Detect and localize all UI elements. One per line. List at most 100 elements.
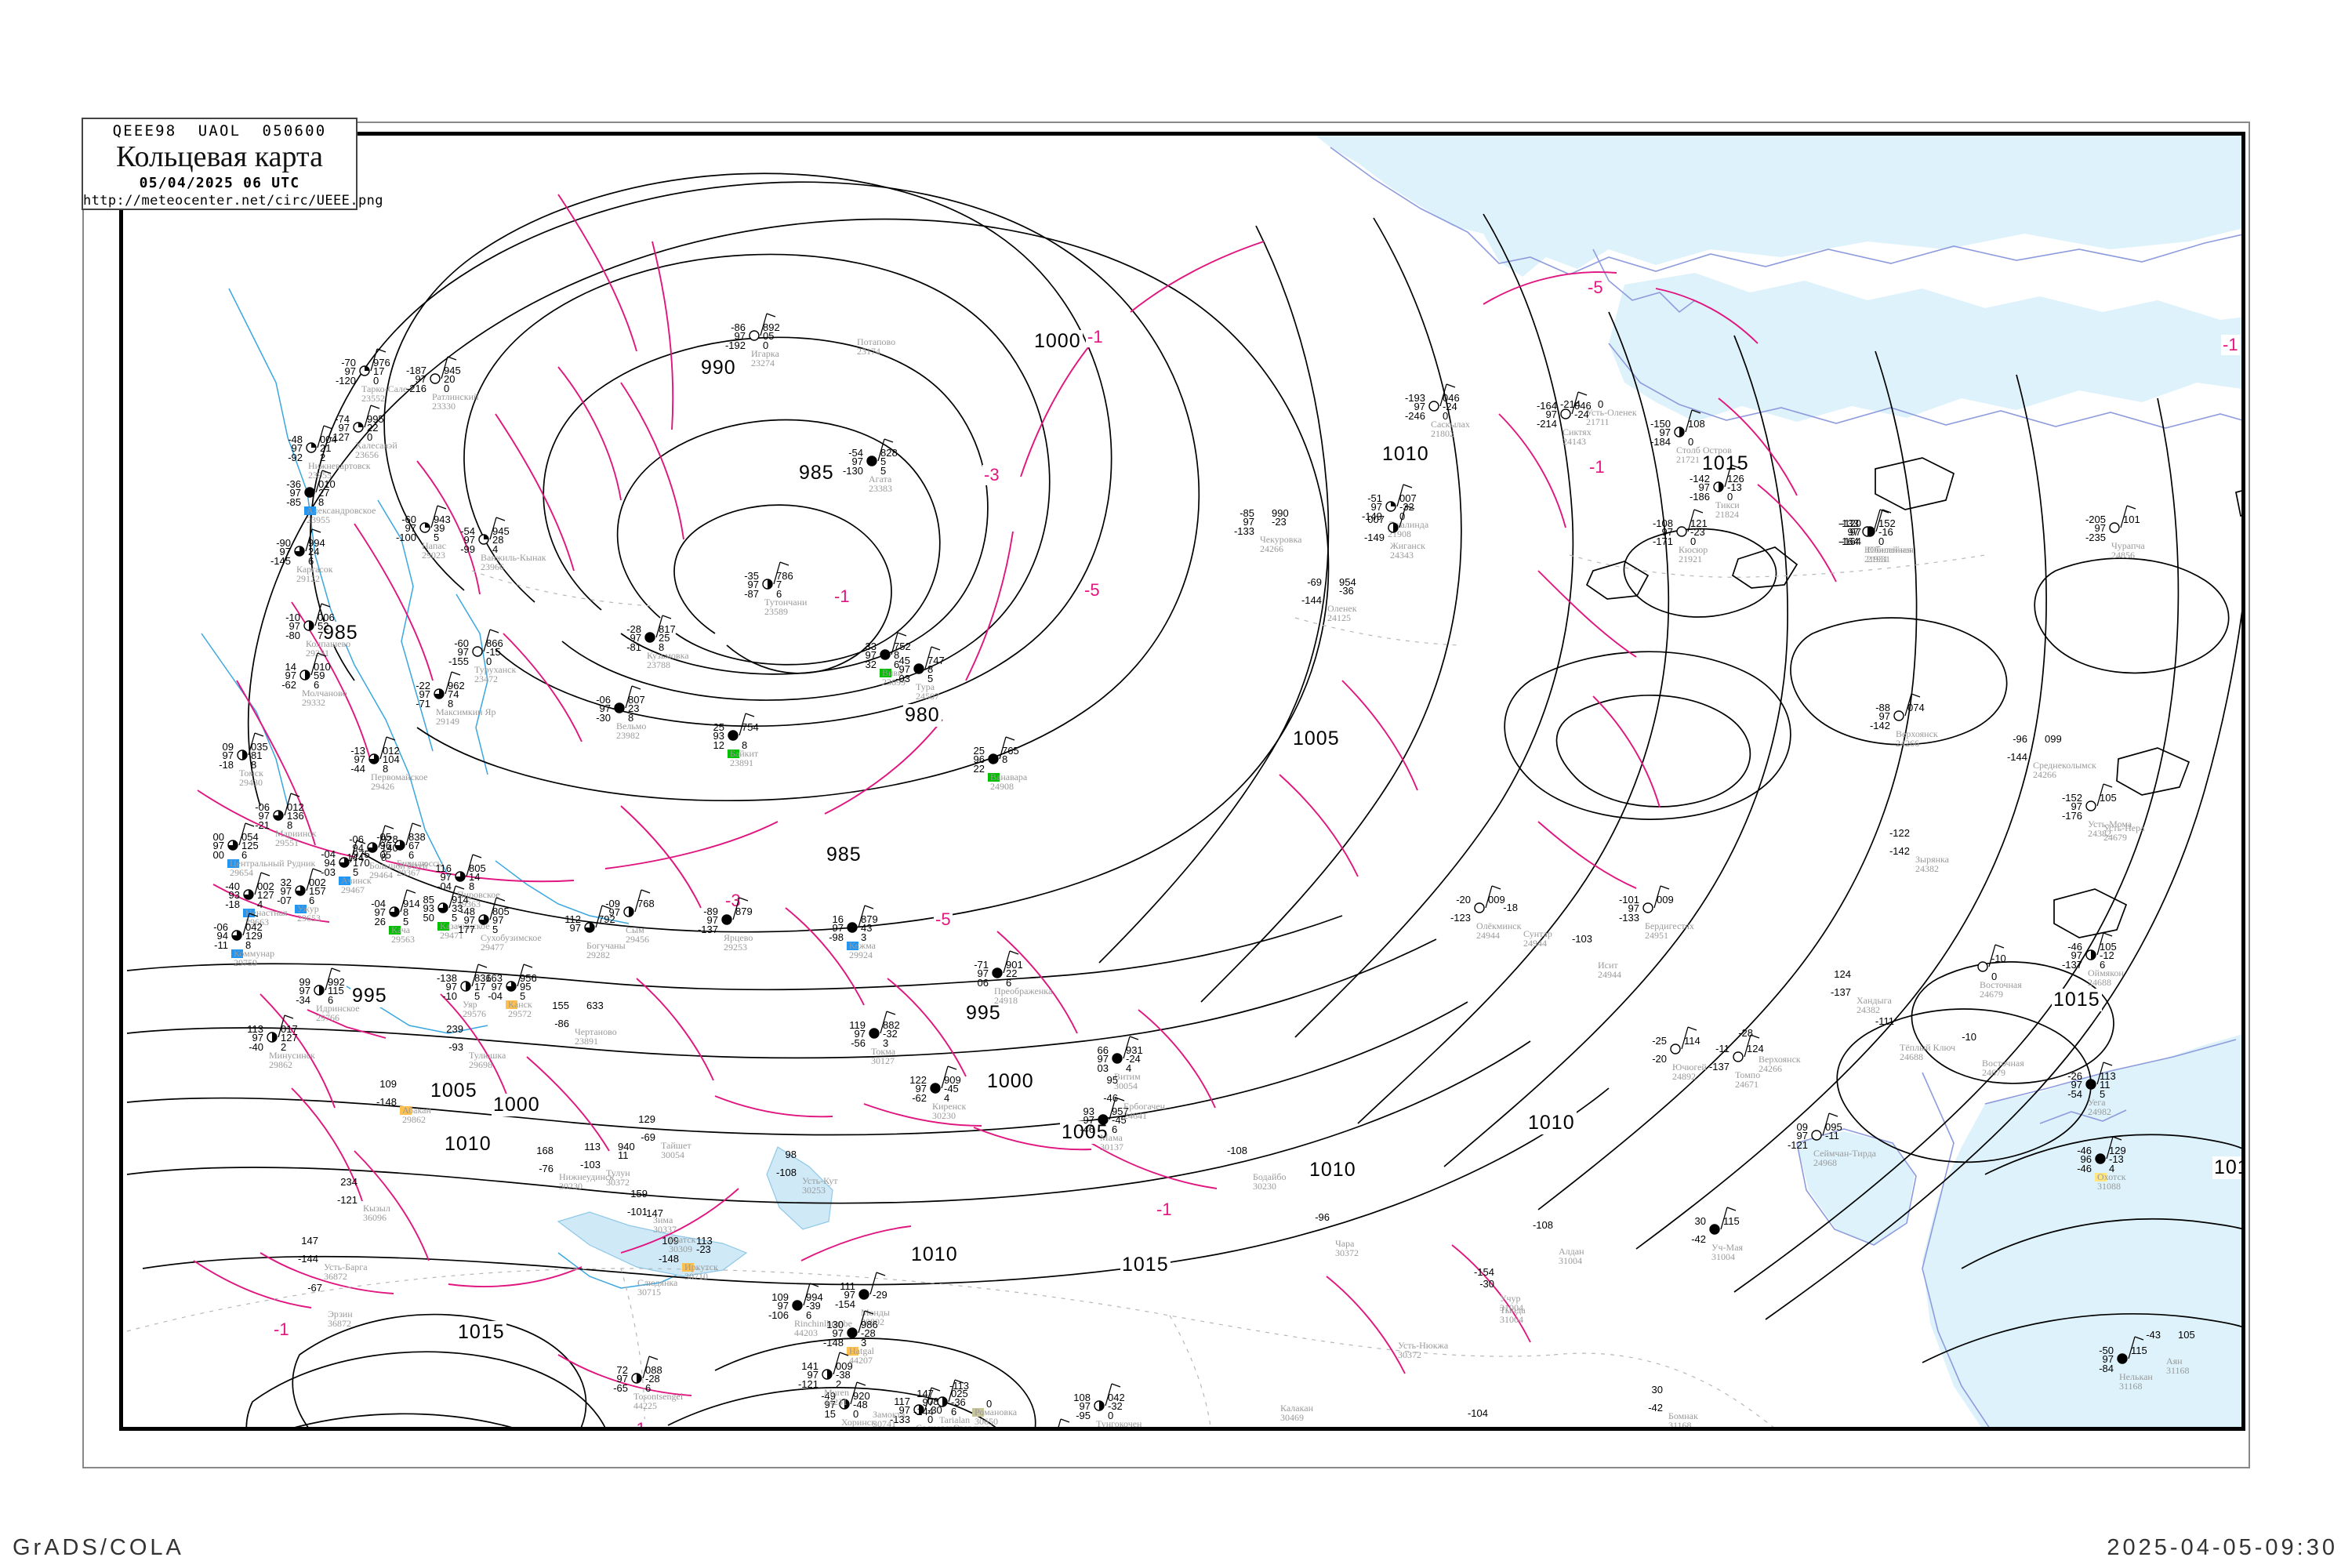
cloud-cover-icon — [1388, 522, 1399, 533]
wind-barb-icon — [1109, 1097, 1125, 1120]
visibility-value: 97 — [898, 663, 910, 675]
cloud-cover-icon — [368, 753, 379, 764]
isallobar-layer — [193, 194, 1837, 1396]
pressure-tendency-value: -13 — [1727, 481, 1742, 493]
dewpoint-value: -99 — [460, 543, 475, 555]
temperature-value: -152 — [2061, 792, 2082, 804]
isobar-label: 985 — [825, 844, 863, 866]
temperature-value: -06 — [349, 833, 364, 845]
cloud-cover-symbol — [453, 869, 467, 884]
wind-barb-icon — [400, 889, 416, 913]
isobar-label: 1005 — [429, 1080, 479, 1102]
pressure-tendency-value: 05 — [763, 330, 775, 342]
isobar-label: 1015 — [1700, 452, 1751, 475]
cloud-low-value: 8 — [742, 739, 748, 751]
wind-barb-icon — [1724, 464, 1740, 488]
temperature-value: -54 — [460, 525, 475, 537]
pressure-value: 095 — [1825, 1121, 1842, 1133]
dewpoint-value: -92 — [288, 452, 303, 463]
station-wmo-id: 24382 — [2088, 828, 2111, 839]
dewpoint-value: -85 — [286, 496, 301, 508]
pressure-tendency-value: 22 — [1006, 967, 1018, 979]
dewpoint-value: -34 — [296, 994, 310, 1006]
cloud-cover-icon — [353, 422, 364, 433]
temperature-value: -05 — [376, 831, 391, 843]
pressure-tendency-value: -45 — [1112, 1114, 1127, 1126]
station-wmo-id: 24382 — [1857, 1004, 1880, 1015]
cloud-cover-icon — [1709, 1224, 1720, 1235]
temperature-value: 234 — [340, 1176, 358, 1188]
dewpoint-value: -235 — [2085, 532, 2106, 543]
cloud-cover-symbol — [2115, 1352, 2129, 1366]
cloud-cover-symbol — [1809, 1128, 1824, 1142]
station-wmo-id: 21824 — [1715, 509, 1739, 520]
cloud-cover-icon — [1713, 481, 1724, 492]
cloud-cover-icon — [430, 373, 441, 384]
visibility-value: 97 — [1545, 408, 1557, 420]
pressure-tendency-value: 81 — [251, 750, 263, 761]
station-name: Олёкминск — [1476, 920, 1522, 931]
political-border-layer — [126, 554, 1986, 1427]
visibility-value: 97 — [1659, 426, 1671, 438]
cloud-cover-symbol — [878, 648, 892, 662]
station-name: Сым — [626, 924, 644, 935]
pressure-value: 035 — [251, 741, 268, 753]
cloud-cover-icon — [419, 522, 430, 533]
visibility-value: 97 — [289, 620, 300, 632]
pressure-value: 901 — [1006, 959, 1023, 971]
cloud-cover-icon — [1385, 501, 1396, 512]
weather-map-plot-area[interactable]: 1000 990 985 985 985 980 995 995 1000 1000 1005 100… — [119, 132, 2245, 1431]
wind-barb-icon — [350, 840, 366, 863]
cloud-cover-symbol — [436, 901, 450, 915]
temperature-value: -25 — [1652, 1035, 1667, 1047]
temperature-value: -133 — [1838, 517, 1859, 529]
pressure-value: 879 — [735, 906, 753, 917]
cloud-cover-symbol — [1675, 524, 1689, 539]
station-wmo-id: 24382 — [1915, 863, 1939, 874]
temperature-value: 45 — [898, 655, 910, 666]
station-name: Максимкин Яр — [436, 706, 496, 717]
visibility-value: 97 — [212, 840, 224, 851]
temperature-value: -120 — [1840, 517, 1861, 529]
station-name: Сунтар — [1523, 928, 1552, 939]
visibility-value: 97 — [1849, 526, 1861, 538]
station-name: Сухобузимское — [481, 932, 542, 943]
dewpoint-value: -121 — [797, 1378, 818, 1390]
precipitation-flag-rain — [389, 926, 401, 935]
pressure-value: 054 — [241, 831, 259, 843]
wind-barb-icon — [238, 822, 255, 846]
cloud-cover-symbol — [293, 884, 307, 898]
cloud-low-value: 6 — [308, 555, 314, 567]
visibility-value: 97 — [2102, 1353, 2114, 1365]
pressure-value: 115 — [2131, 1345, 2147, 1356]
wind-barb-icon — [305, 528, 321, 552]
cloud-low-value: 2 — [281, 1041, 287, 1053]
station-wmo-id: 24688 — [2088, 977, 2111, 988]
cloud-cover-symbol — [583, 920, 597, 935]
station-wmo-id: 29862 — [269, 1059, 292, 1070]
cloud-low-value: 5 — [927, 673, 934, 684]
pressure-tendency-value: 17 — [474, 981, 486, 993]
visibility-value: 97 — [419, 688, 430, 700]
cloud-low-value: 6 — [314, 679, 320, 691]
station-wmo-id: 24143 — [1563, 436, 1586, 447]
visibility-value: 97 — [1661, 526, 1673, 538]
cloud-cover-icon — [866, 456, 877, 466]
station-wmo-id: 29023 — [422, 550, 445, 561]
dewpoint-value: -81 — [626, 641, 641, 653]
isobar-label: 1010 — [1526, 1112, 1577, 1134]
station-wmo-id: 31004 — [1711, 1251, 1735, 1262]
temperature-value: 117 — [894, 1396, 910, 1407]
station-name: Романовка — [975, 1406, 1018, 1417]
pressure-tendency-value: -32 — [883, 1028, 898, 1040]
pressure-value: 882 — [883, 1019, 900, 1031]
pressure-value: 992 — [328, 976, 345, 988]
isobar-label: 985 — [321, 622, 360, 644]
temperature-value: 30 — [1651, 1384, 1663, 1396]
pressure-tendency-value: 28 — [492, 534, 504, 546]
wind-barb-icon — [2106, 1136, 2122, 1160]
temperature-value: 16 — [832, 913, 844, 925]
cloud-low-value: 8 — [381, 851, 387, 863]
dewpoint-value: -46 — [1080, 1123, 1094, 1135]
cloud-cover-symbol — [726, 728, 740, 742]
